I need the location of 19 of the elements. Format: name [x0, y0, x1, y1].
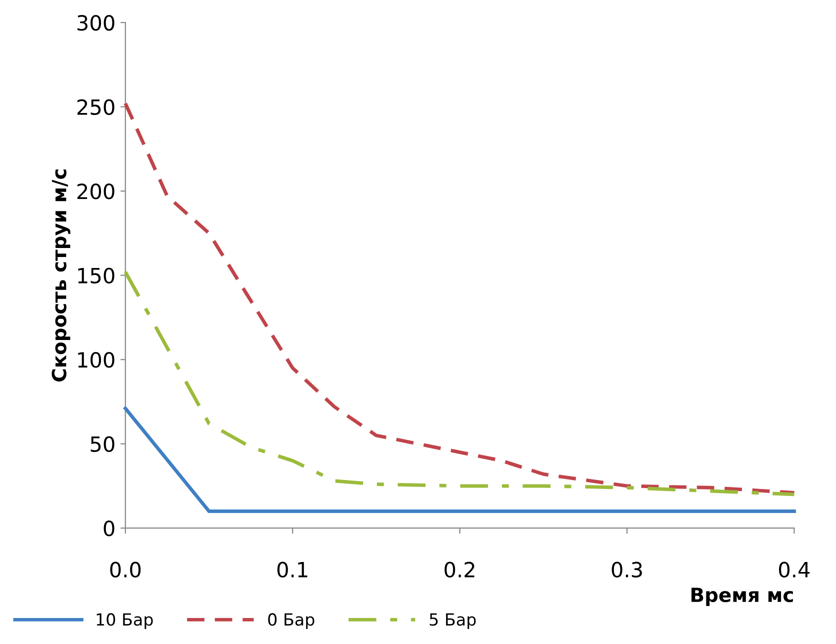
legend-label: 10 Бар [96, 613, 153, 629]
x-tick-label: 0.0 [110, 562, 141, 578]
y-tick-label: 150 [78, 268, 114, 284]
x-tick-label: 0.4 [779, 562, 810, 578]
y-tick-label: 50 [90, 436, 114, 452]
y-tick-label: 300 [78, 14, 114, 31]
x-axis-title: Время мс [691, 588, 793, 606]
y-tick-label: 250 [77, 99, 114, 116]
y-tick-label: 200 [77, 184, 114, 200]
line-series [124, 270, 796, 496]
y-tick-label: 100 [78, 352, 114, 368]
line-series [124, 102, 796, 494]
x-tick-label: 0.1 [277, 562, 308, 578]
legend-label: 5 Бар [430, 613, 476, 629]
y-axis-title: Скорость струи м/с [52, 169, 70, 382]
x-tick-label: 0.2 [444, 562, 474, 578]
y-tick-label: 0 [104, 520, 114, 536]
x-tick-label: 0.3 [612, 562, 642, 578]
legend-label: 0 Бар [268, 613, 314, 629]
